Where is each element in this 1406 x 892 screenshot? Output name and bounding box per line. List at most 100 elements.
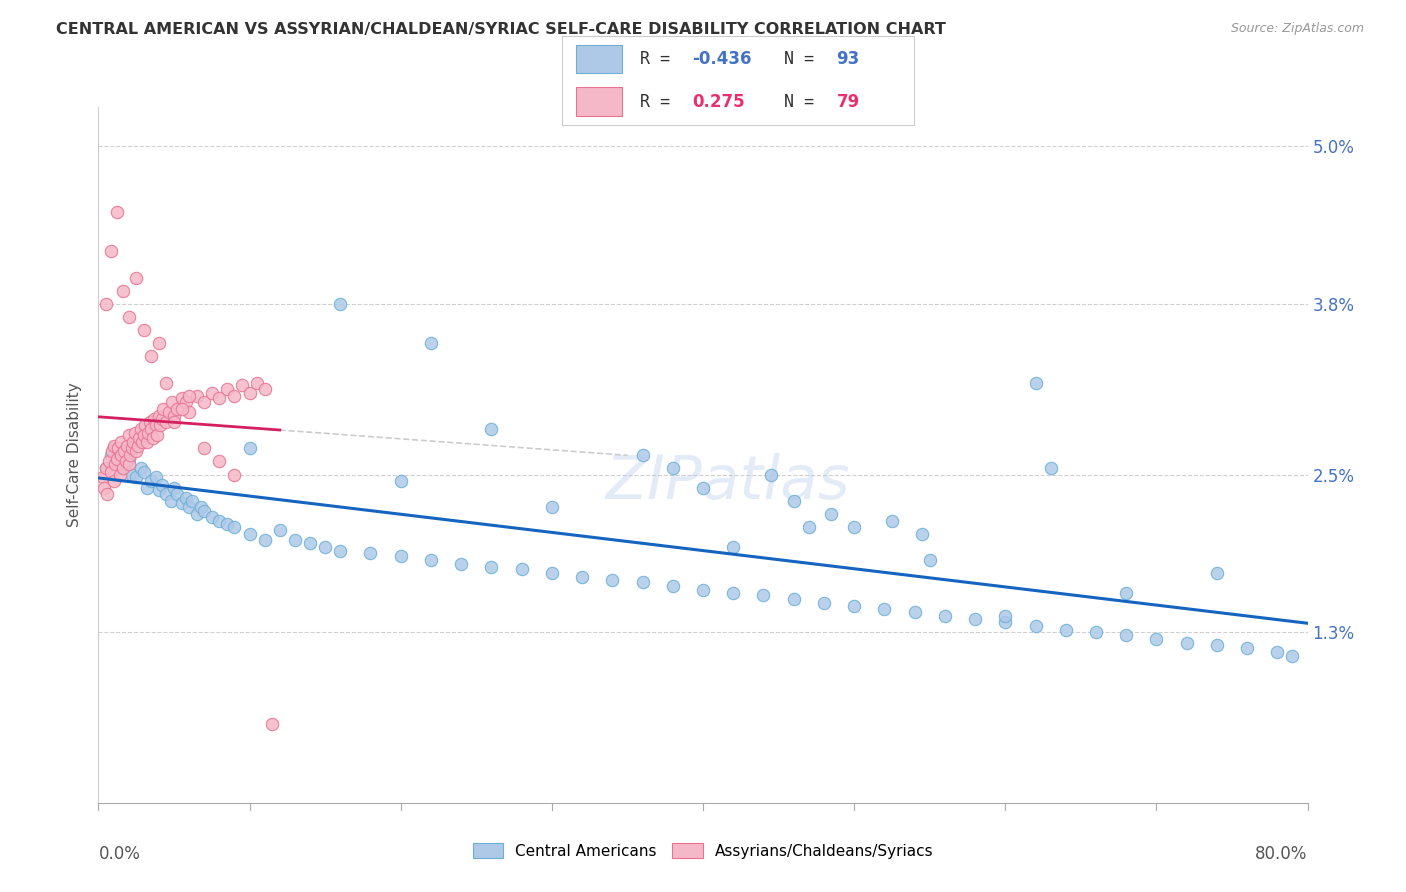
- Text: 0.275: 0.275: [692, 93, 745, 111]
- Point: [114, 457, 136, 471]
- Point: [759, 467, 782, 482]
- Point: [103, 474, 125, 488]
- Text: -0.436: -0.436: [692, 50, 752, 68]
- Point: [118, 310, 141, 324]
- Point: [107, 442, 129, 456]
- Point: [1024, 376, 1046, 390]
- Point: [94, 461, 117, 475]
- Point: [150, 478, 173, 492]
- Point: [179, 389, 201, 403]
- Point: [723, 540, 745, 554]
- Point: [94, 297, 117, 311]
- Point: [602, 573, 624, 587]
- Point: [129, 461, 152, 475]
- Point: [224, 520, 246, 534]
- Point: [193, 442, 215, 456]
- Point: [122, 434, 145, 449]
- Point: [360, 546, 382, 560]
- Point: [329, 543, 352, 558]
- Point: [136, 425, 159, 440]
- Point: [224, 389, 246, 403]
- Point: [1115, 586, 1137, 600]
- Point: [540, 566, 562, 580]
- Point: [162, 395, 184, 409]
- Point: [96, 487, 118, 501]
- Point: [118, 457, 141, 471]
- Point: [1175, 635, 1198, 649]
- Point: [481, 559, 503, 574]
- Point: [752, 588, 775, 602]
- Point: [170, 392, 193, 406]
- Point: [105, 205, 128, 219]
- Point: [201, 509, 224, 524]
- Point: [661, 579, 683, 593]
- Point: [145, 417, 167, 432]
- Point: [873, 601, 896, 615]
- Point: [141, 474, 163, 488]
- Point: [994, 615, 1017, 629]
- Point: [880, 514, 903, 528]
- Point: [329, 297, 352, 311]
- Point: [193, 504, 215, 518]
- Point: [163, 415, 186, 429]
- Text: Source: ZipAtlas.com: Source: ZipAtlas.com: [1230, 22, 1364, 36]
- Point: [224, 467, 246, 482]
- Point: [994, 609, 1017, 624]
- Point: [239, 442, 262, 456]
- Point: [965, 612, 987, 626]
- Point: [101, 444, 124, 458]
- Point: [155, 415, 177, 429]
- FancyBboxPatch shape: [576, 45, 621, 73]
- Point: [100, 448, 122, 462]
- Point: [692, 481, 714, 495]
- Point: [193, 395, 215, 409]
- Point: [125, 444, 148, 458]
- Point: [253, 382, 276, 396]
- Point: [262, 717, 284, 731]
- Point: [104, 457, 127, 471]
- Point: [124, 425, 146, 440]
- Point: [631, 575, 654, 590]
- Point: [94, 461, 117, 475]
- Point: [723, 586, 745, 600]
- Point: [181, 494, 204, 508]
- Point: [121, 442, 143, 456]
- Point: [299, 536, 322, 550]
- Text: N =: N =: [785, 93, 824, 111]
- Point: [132, 323, 155, 337]
- Text: ZIPatlas: ZIPatlas: [605, 453, 849, 512]
- Point: [91, 470, 114, 484]
- Legend: Central Americans, Assyrians/Chaldeans/Syriacs: Central Americans, Assyrians/Chaldeans/S…: [467, 837, 939, 864]
- Point: [118, 451, 141, 466]
- Point: [149, 417, 172, 432]
- Point: [1206, 566, 1229, 580]
- Point: [186, 389, 208, 403]
- Point: [152, 401, 174, 416]
- Point: [231, 378, 253, 392]
- Point: [918, 553, 941, 567]
- Point: [112, 444, 135, 458]
- Text: N =: N =: [785, 50, 824, 68]
- Point: [1236, 640, 1258, 655]
- Point: [269, 523, 291, 537]
- Point: [1146, 632, 1168, 646]
- Point: [208, 514, 231, 528]
- Point: [118, 428, 141, 442]
- Point: [105, 454, 128, 468]
- Point: [692, 583, 714, 598]
- Point: [904, 606, 927, 620]
- Point: [1115, 628, 1137, 642]
- Point: [163, 481, 186, 495]
- Point: [159, 404, 181, 418]
- Point: [389, 549, 412, 563]
- Point: [420, 553, 443, 567]
- Point: [155, 376, 177, 390]
- Point: [111, 284, 134, 298]
- Point: [481, 422, 503, 436]
- Point: [110, 448, 132, 462]
- Point: [125, 270, 148, 285]
- Point: [142, 431, 165, 445]
- Point: [150, 412, 173, 426]
- Point: [190, 500, 212, 515]
- Point: [797, 520, 820, 534]
